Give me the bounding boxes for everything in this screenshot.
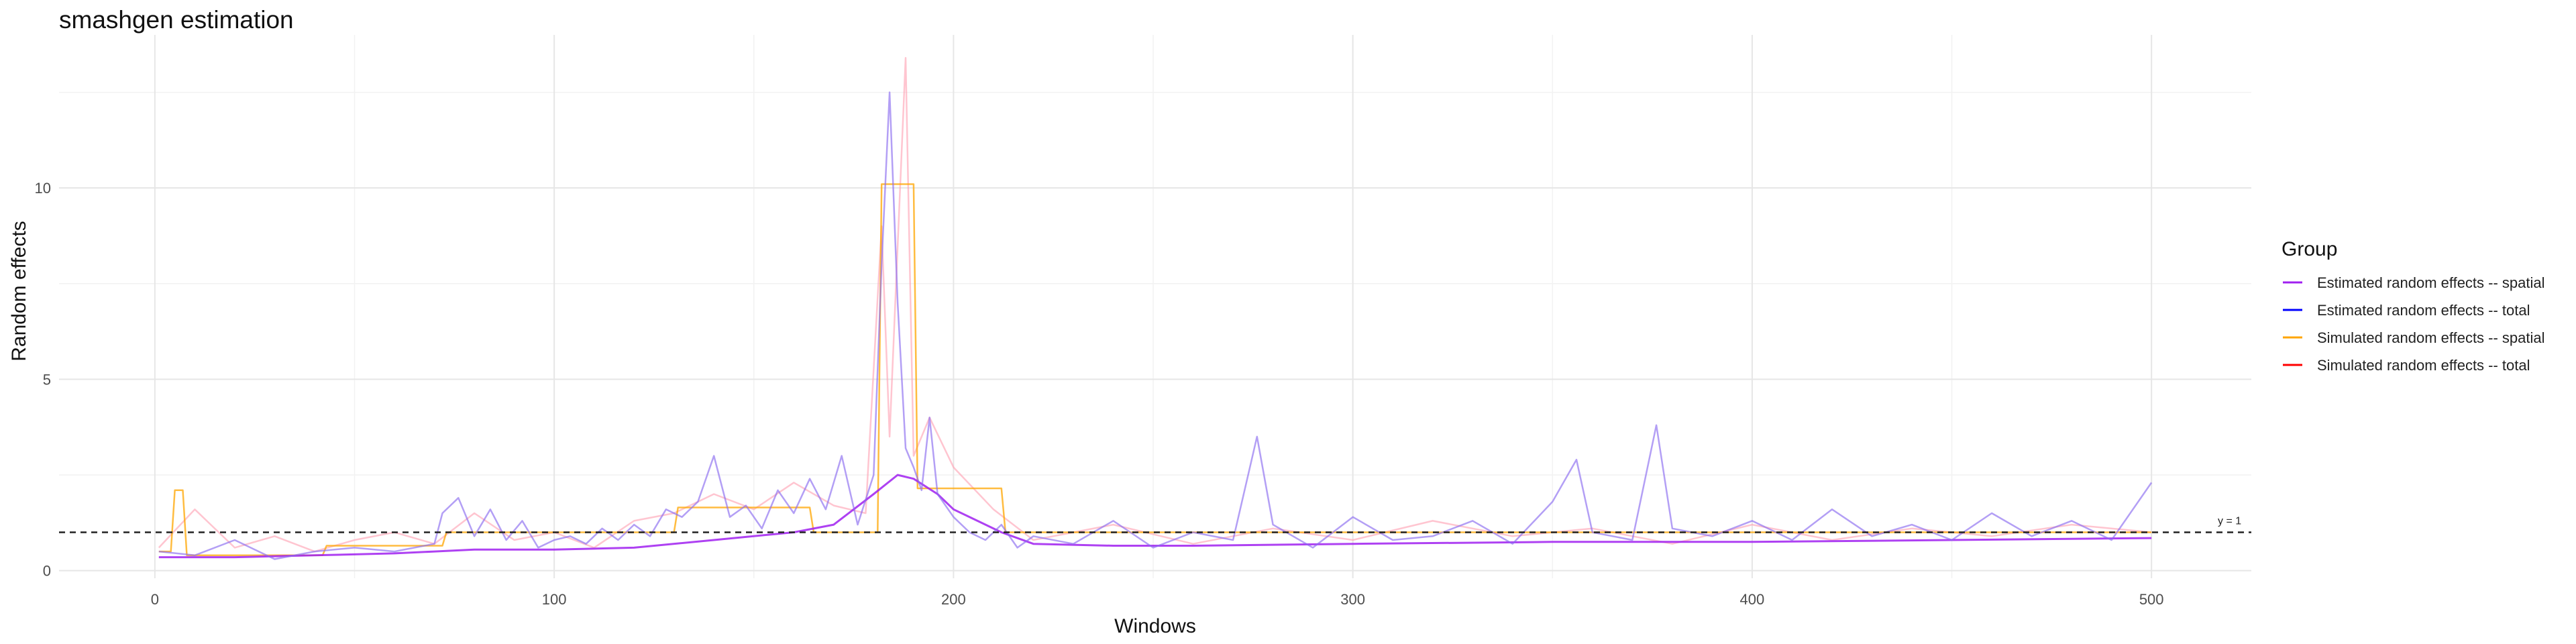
x-tick-label: 400 (1740, 591, 1765, 608)
reference-line: y = 1 (59, 516, 2251, 533)
y-axis-ticks: 0 5 10 (35, 180, 51, 579)
y-tick-label: 10 (35, 180, 51, 197)
y-tick-label: 5 (43, 371, 51, 388)
x-tick-label: 0 (151, 591, 159, 608)
legend-label: Simulated random effects -- spatial (2317, 329, 2545, 346)
legend: Group Estimated random effects -- spatia… (2282, 238, 2545, 374)
legend-label: Estimated random effects -- spatial (2317, 274, 2545, 291)
legend-title: Group (2282, 238, 2337, 260)
y-axis-title: Random effects (8, 221, 30, 362)
grid (59, 35, 2251, 578)
series-line-estimated-random-effects-spatial (158, 474, 2152, 559)
legend-label: Estimated random effects -- total (2317, 302, 2530, 319)
chart-title: smashgen estimation (59, 6, 294, 34)
reference-line-label: y = 1 (2218, 516, 2241, 527)
x-tick-label: 500 (2139, 591, 2164, 608)
series-line-estimated-random-effects-total (158, 91, 2153, 560)
legend-items: Estimated random effects -- spatial Estim… (2283, 274, 2545, 374)
series-line-simulated-random-effects-total (158, 56, 2152, 553)
x-axis-title: Windows (1114, 615, 1196, 637)
series-layer (158, 56, 2153, 560)
legend-label: Simulated random effects -- total (2317, 357, 2530, 374)
y-tick-label: 0 (43, 563, 51, 580)
series-line-simulated-random-effects-spatial (158, 183, 2152, 557)
x-tick-label: 100 (542, 591, 567, 608)
x-tick-label: 200 (941, 591, 966, 608)
x-axis-ticks: 0 100 200 300 400 500 (151, 591, 2164, 608)
x-tick-label: 300 (1340, 591, 1365, 608)
